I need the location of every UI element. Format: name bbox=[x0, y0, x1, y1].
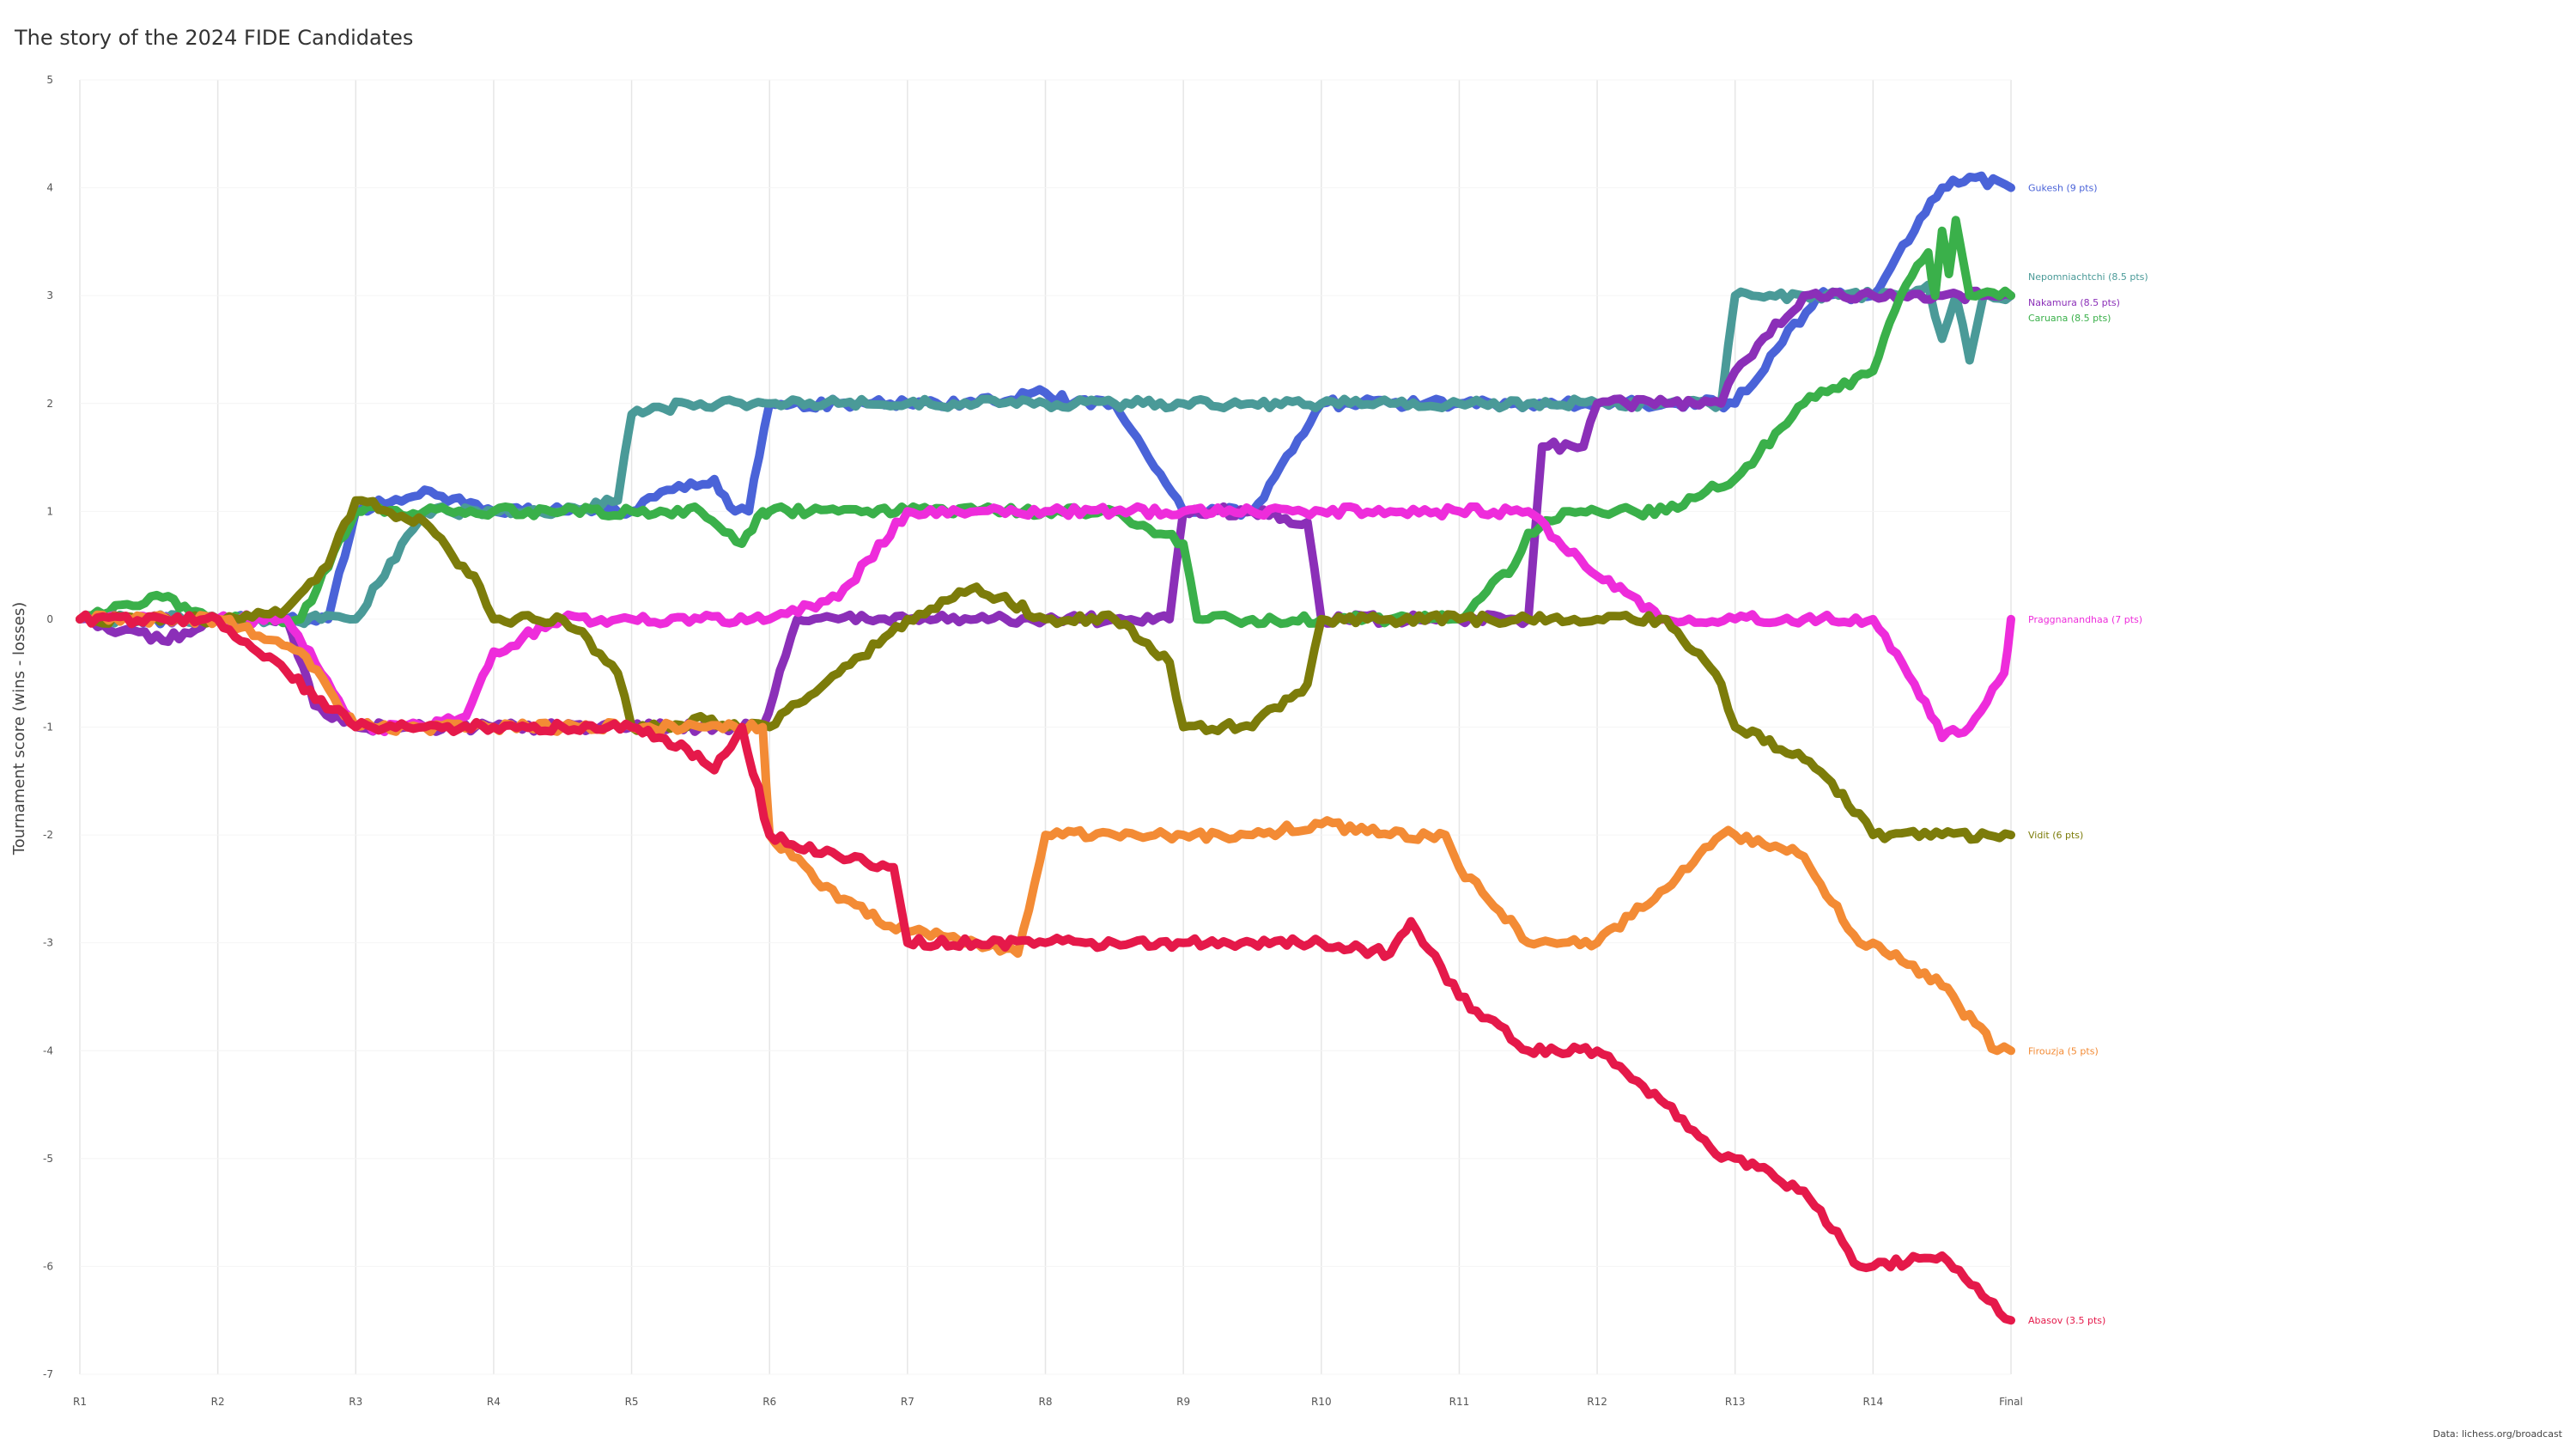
y-tick-label: 0 bbox=[46, 613, 53, 625]
series-end-label: Nakamura (8.5 pts) bbox=[2028, 297, 2120, 308]
series-end-label: Vidit (6 pts) bbox=[2028, 830, 2083, 841]
y-tick-label: -4 bbox=[43, 1044, 53, 1056]
x-tick-label: R10 bbox=[1311, 1396, 1332, 1408]
series-end-label: Abasov (3.5 pts) bbox=[2028, 1315, 2105, 1326]
y-tick-label: -6 bbox=[43, 1260, 53, 1272]
series-end-label: Nepomniachtchi (8.5 pts) bbox=[2028, 271, 2148, 283]
y-tick-label: -1 bbox=[43, 721, 53, 734]
x-axis-ticks: R1 R2 R3 R4 R5 R6 R7 R8 R9 R10 R11 R12 R13 R14 Final bbox=[73, 1396, 2023, 1408]
y-tick-label: 4 bbox=[46, 182, 53, 194]
x-tick-label: Final bbox=[1999, 1396, 2023, 1408]
x-tick-label: R7 bbox=[901, 1396, 914, 1408]
y-tick-label: -2 bbox=[43, 829, 53, 841]
source-note: Data: lichess.org/broadcast bbox=[2433, 1428, 2562, 1440]
y-tick-label: -7 bbox=[43, 1368, 53, 1380]
x-tick-label: R11 bbox=[1449, 1396, 1470, 1408]
series-lines bbox=[76, 171, 2015, 1325]
gridlines bbox=[79, 79, 2012, 1375]
x-tick-label: R4 bbox=[487, 1396, 501, 1408]
series-line bbox=[76, 496, 2015, 844]
series-end-label: Praggnanandhaa (7 pts) bbox=[2028, 614, 2142, 625]
series-line bbox=[76, 610, 2015, 1325]
y-tick-label: 5 bbox=[46, 74, 53, 86]
y-tick-label: 2 bbox=[46, 398, 53, 410]
y-tick-label: 3 bbox=[46, 289, 53, 301]
x-tick-label: R5 bbox=[625, 1396, 639, 1408]
series-end-label: Caruana (8.5 pts) bbox=[2028, 313, 2111, 324]
y-axis-title: Tournament score (wins - losses) bbox=[10, 602, 28, 855]
x-tick-label: R1 bbox=[73, 1396, 87, 1408]
x-tick-label: R3 bbox=[349, 1396, 362, 1408]
chart-title: The story of the 2024 FIDE Candidates bbox=[15, 26, 414, 50]
series-end-label: Firouzja (5 pts) bbox=[2028, 1045, 2099, 1056]
y-tick-label: -3 bbox=[43, 937, 53, 949]
y-axis-ticks: 5 4 3 2 1 0 -1 -2 -3 -4 -5 -6 -7 bbox=[43, 74, 53, 1380]
x-tick-label: R14 bbox=[1863, 1396, 1884, 1408]
x-tick-label: R13 bbox=[1725, 1396, 1746, 1408]
y-tick-label: 1 bbox=[46, 505, 53, 517]
series-end-labels: Gukesh (9 pts) Nepomniachtchi (8.5 pts) Na… bbox=[2028, 183, 2148, 1327]
x-tick-label: R12 bbox=[1587, 1396, 1607, 1408]
x-tick-label: R9 bbox=[1176, 1396, 1190, 1408]
series-end-label: Gukesh (9 pts) bbox=[2028, 183, 2098, 194]
x-tick-label: R8 bbox=[1039, 1396, 1053, 1408]
x-tick-label: R2 bbox=[211, 1396, 225, 1408]
x-tick-label: R6 bbox=[762, 1396, 776, 1408]
y-tick-label: -5 bbox=[43, 1153, 53, 1165]
